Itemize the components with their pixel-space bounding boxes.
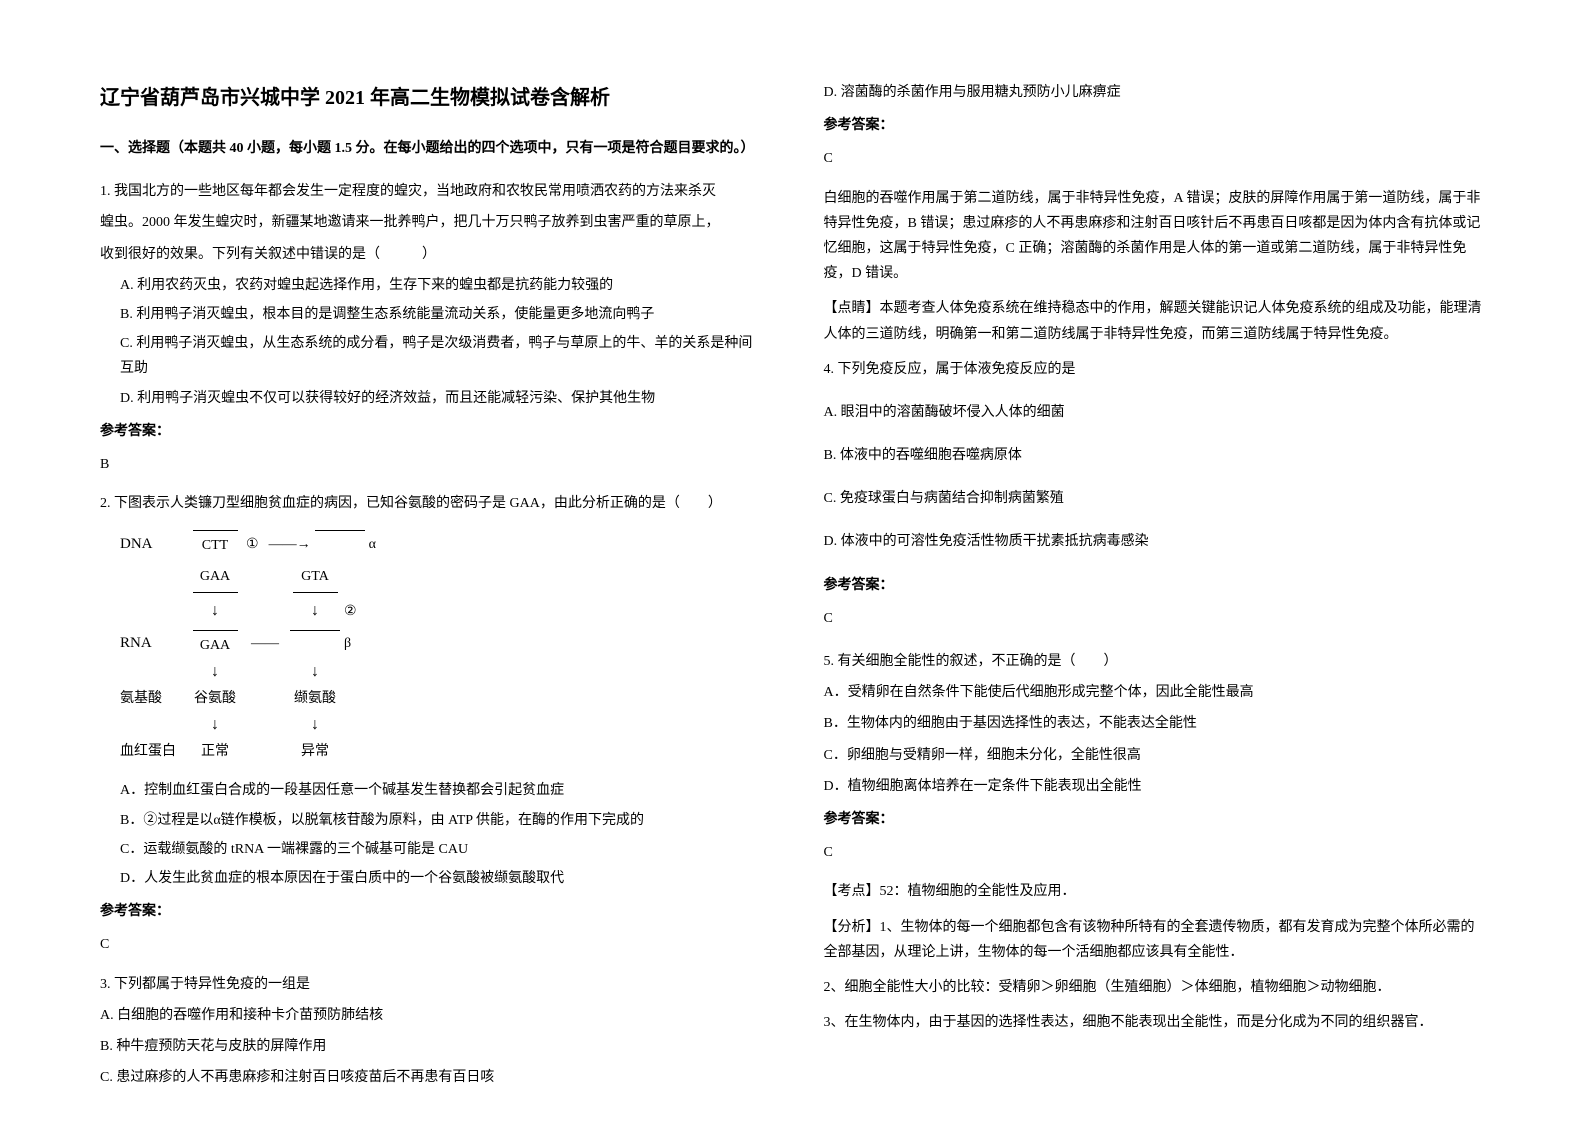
diagram-beta: β [344,631,351,656]
q4-optD: D. 体液中的可溶性免疫活性物质干扰素抵抗病毒感染 [824,529,1488,554]
exam-title: 辽宁省葫芦岛市兴城中学 2021 年高二生物模拟试卷含解析 [100,80,764,116]
q2-stem: 2. 下图表示人类镰刀型细胞贫血症的病因，已知谷氨酸的密码子是 GAA，由此分析… [100,491,764,516]
q4-optC: C. 免疫球蛋白与病菌结合抑制病菌繁殖 [824,486,1488,511]
q2-optB: B．②过程是以α链作模板，以脱氧核苷酸为原料，由 ATP 供能，在酶的作用下完成… [100,808,764,833]
diagram-normal: 正常 [190,739,240,764]
q3-exp2: 【点睛】本题考查人体免疫系统在维持稳态中的作用，解题关键能识记人体免疫系统的组成… [824,296,1488,346]
section-header: 一、选择题（本题共 40 小题，每小题 1.5 分。在每小题给出的四个选项中，只… [100,136,764,161]
q3-stem: 3. 下列都属于特异性免疫的一组是 [100,972,764,997]
q4-answer-label: 参考答案： [824,573,1488,598]
q4-optB: B. 体液中的吞噬细胞吞噬病原体 [824,443,1488,468]
q1-optD: D. 利用鸭子消灭蝗虫不仅可以获得较好的经济效益，而且还能减轻污染、保护其他生物 [100,386,764,411]
diagram-gaa: GAA [193,564,238,592]
right-column: D. 溶菌酶的杀菌作用与服用糖丸预防小儿麻痹症 参考答案： C 白细胞的吞噬作用… [824,80,1488,1096]
arrow-down-icon: ↓ [190,603,240,619]
diagram-circle1: ① [246,532,259,557]
q3-answer-label: 参考答案： [824,113,1488,138]
q5-optA: A．受精卵在自然条件下能使后代细胞形成完整个体，因此全能性最高 [824,680,1488,705]
q5-optB: B．生物体内的细胞由于基因选择性的表达，不能表达全能性 [824,711,1488,736]
left-column: 辽宁省葫芦岛市兴城中学 2021 年高二生物模拟试卷含解析 一、选择题（本题共 … [100,80,764,1096]
q5-answer-label: 参考答案： [824,807,1488,832]
diagram-gaa2: GAA [193,630,238,658]
diagram-val: 缬氨酸 [290,686,340,711]
q1-stem2: 蝗虫。2000 年发生蝗灾时，新疆某地邀请来一批养鸭户，把几十万只鸭子放养到虫害… [100,210,764,235]
q2-optC: C．运载缬氨酸的 tRNA 一端裸露的三个碱基可能是 CAU [100,837,764,862]
q1-optB: B. 利用鸭子消灭蝗虫，根本目的是调整生态系统能量流动关系，使能量更多地流向鸭子 [100,302,764,327]
q2-diagram: DNA CTT ① ——→ α GAA GTA [120,530,764,764]
q3-optA: A. 白细胞的吞噬作用和接种卡介苗预防肺结核 [100,1003,764,1028]
q1-answer: B [100,452,764,477]
q2-answer: C [100,932,764,957]
q3-optD: D. 溶菌酶的杀菌作用与服用糖丸预防小儿麻痹症 [824,80,1488,105]
arrow-down-icon: ↓ [290,664,340,680]
q4-answer: C [824,606,1488,631]
q1-stem1: 1. 我国北方的一些地区每年都会发生一定程度的蝗灾，当地政府和农牧民常用喷洒农药… [100,179,764,204]
q2-answer-label: 参考答案： [100,899,764,924]
q4-stem: 4. 下列免疫反应，属于体液免疫反应的是 [824,357,1488,382]
q3-optB: B. 种牛痘预防天花与皮肤的屏障作用 [100,1034,764,1059]
diagram-ctt: CTT [193,530,238,558]
q5-answer: C [824,840,1488,865]
q5-stem: 5. 有关细胞全能性的叙述，不正确的是（ ） [824,649,1488,674]
diagram-glu: 谷氨酸 [190,686,240,711]
q1-stem3: 收到很好的效果。下列有关叙述中错误的是（ ） [100,242,764,267]
arrow-down-icon: ↓ [290,603,340,619]
q5-exp2: 【分析】1、生物体的每一个细胞都包含有该物种所特有的全套遗传物质，都有发育成为完… [824,915,1488,965]
q2-optA: A．控制血红蛋白合成的一段基因任意一个碱基发生替换都会引起贫血症 [100,778,764,803]
q5-exp4: 3、在生物体内，由于基因的选择性表达，细胞不能表现出全能性，而是分化成为不同的组… [824,1010,1488,1035]
q4-optA: A. 眼泪中的溶菌酶破坏侵入人体的细菌 [824,400,1488,425]
q1-optC: C. 利用鸭子消灭蝗虫，从生态系统的成分看，鸭子是次级消费者，鸭子与草原上的牛、… [100,331,764,381]
diagram-protein: 血红蛋白 [120,739,190,764]
diagram-alpha: α [369,532,376,557]
q3-exp1: 白细胞的吞噬作用属于第二道防线，属于非特异性免疫，A 错误；皮肤的屏障作用属于第… [824,186,1488,287]
q5-optC: C．卵细胞与受精卵一样，细胞未分化，全能性很高 [824,743,1488,768]
q2-optD: D．人发生此贫血症的根本原因在于蛋白质中的一个谷氨酸被缬氨酸取代 [100,866,764,891]
q5-exp3: 2、细胞全能性大小的比较：受精卵＞卵细胞（生殖细胞）＞体细胞，植物细胞＞动物细胞… [824,975,1488,1000]
diagram-amino: 氨基酸 [120,686,190,711]
diagram-dna: DNA [120,531,190,558]
arrow-down-icon: ↓ [290,717,340,733]
diagram-circle2: ② [344,599,357,624]
arrow-down-icon: ↓ [190,717,240,733]
q5-optD: D．植物细胞离体培养在一定条件下能表现出全能性 [824,774,1488,799]
arrow-down-icon: ↓ [190,664,240,680]
q3-answer: C [824,146,1488,171]
q5-exp1: 【考点】52：植物细胞的全能性及应用． [824,879,1488,904]
arrow-icon: ——→ [269,532,311,557]
q3-optC: C. 患过麻疹的人不再患麻疹和注射百日咳疫苗后不再患有百日咳 [100,1065,764,1090]
diagram-rna: RNA [120,630,190,657]
q1-answer-label: 参考答案： [100,419,764,444]
diagram-abnormal: 异常 [290,739,340,764]
diagram-gta: GTA [293,564,338,592]
q1-optA: A. 利用农药灭虫，农药对蝗虫起选择作用，生存下来的蝗虫都是抗药能力较强的 [100,273,764,298]
